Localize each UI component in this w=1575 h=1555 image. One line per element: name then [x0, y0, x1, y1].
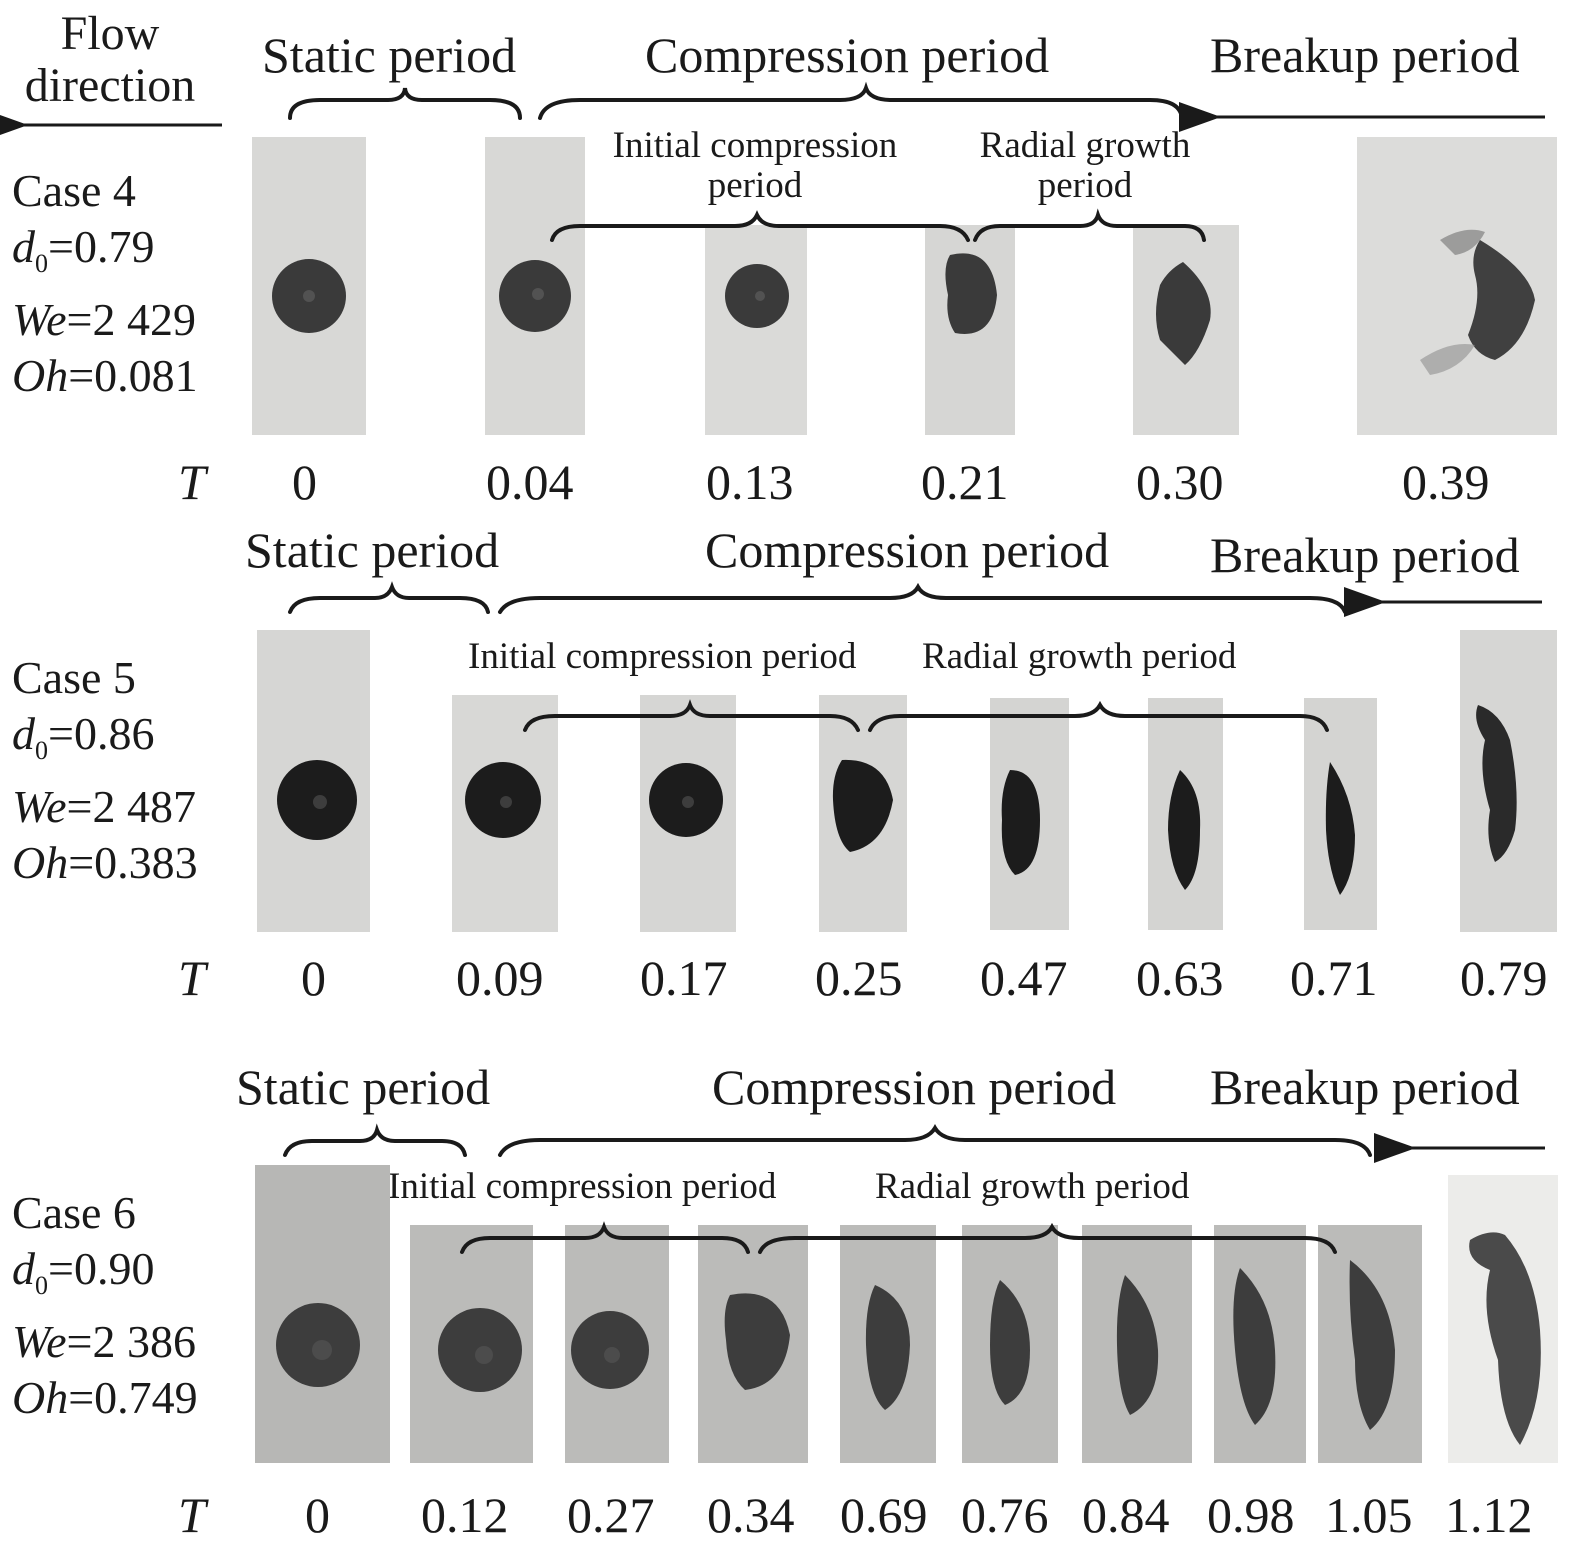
case-4-t-symbol: T: [178, 454, 206, 510]
case-5-t-symbol: T: [178, 950, 206, 1006]
case-4-droplet-fragment: [1420, 344, 1475, 375]
case-6-compression-brace: [498, 1124, 1372, 1157]
case-4-name: Case 4: [12, 165, 136, 216]
case-4-t-value: 0.30: [1136, 454, 1224, 510]
case-4-static-brace: [288, 87, 522, 120]
case-4-compression-brace: [538, 81, 1184, 120]
case-6-static-brace: [283, 1123, 467, 1157]
case-6-droplet: [724, 1293, 790, 1390]
case-5-radial-growth-label: Radial growth period: [922, 636, 1237, 677]
case-6-droplet: [1469, 1232, 1541, 1445]
case-5-droplet: [1476, 705, 1517, 862]
case-4-droplet: [945, 253, 997, 334]
case-4-droplet-fragment: [1440, 229, 1485, 255]
case-5-t-value: 0: [301, 950, 326, 1006]
case-4-we: We=2 429: [12, 294, 196, 346]
case-6-oh: Oh=0.749: [12, 1372, 198, 1424]
case-5-droplet-highlight: [313, 795, 327, 809]
case-4-t-value: 0.21: [921, 454, 1009, 510]
flow-direction-line2: direction: [24, 59, 196, 112]
case-6-initial-brace: [460, 1221, 750, 1254]
case-6-compression-period-label: Compression period: [712, 1059, 1117, 1115]
case-6-t-value: 0.98: [1207, 1487, 1295, 1543]
case-4-t-value: 0: [292, 454, 317, 510]
case-6-t-value: 0.69: [840, 1487, 928, 1543]
case-5-static-brace: [288, 581, 490, 614]
case-5-t-value: 0.25: [815, 950, 903, 1006]
case-4-static-period-label: Static period: [262, 27, 517, 83]
case-4-t-value: 0.39: [1402, 454, 1490, 510]
case-6-droplet-highlight: [475, 1346, 493, 1364]
case-5-t-value: 0.79: [1460, 950, 1548, 1006]
case-5-we: We=2 487: [12, 781, 196, 833]
case-5-droplet: [1168, 770, 1201, 890]
case-6-t-value: 0.12: [421, 1487, 509, 1543]
case-4-initial-brace: [550, 210, 970, 242]
case-6-static-period-label: Static period: [236, 1059, 491, 1115]
case-5-d0: d0=0.86: [12, 708, 155, 766]
case-6-initial-compression-label: Initial compression period: [388, 1166, 777, 1207]
case-6-t-symbol: T: [178, 1487, 206, 1543]
case-6-droplet: [1349, 1260, 1395, 1430]
case-5-t-value: 0.63: [1136, 950, 1224, 1006]
case-6-t-value: 0.76: [961, 1487, 1049, 1543]
case-4-droplet-highlight: [303, 290, 315, 302]
case-4-droplet-highlight: [532, 288, 544, 300]
case-5-initial-compression-label: Initial compression period: [468, 636, 857, 677]
case-5-droplet: [1001, 770, 1040, 875]
case-6-t-value: 0.34: [707, 1487, 795, 1543]
case-5-droplet: [1325, 762, 1355, 895]
case-5-radial-brace: [868, 700, 1329, 732]
case-4-d0: d0=0.79: [12, 221, 155, 279]
case-6-t-value: 1.12: [1445, 1487, 1533, 1543]
case-5-compression-period-label: Compression period: [705, 522, 1110, 578]
case-6-droplet: [1116, 1275, 1159, 1415]
case-6-t-value: 1.05: [1325, 1487, 1413, 1543]
case-5-compression-brace: [498, 582, 1347, 614]
flow-direction-line1: Flow: [60, 7, 160, 60]
case-6-name: Case 6: [12, 1187, 136, 1238]
case-6-t-value: 0: [305, 1487, 330, 1543]
case-4-parameters: Case 4 d0=0.79 We=2 429 Oh=0.081: [12, 163, 198, 404]
case-4-t-value: 0.04: [486, 454, 574, 510]
case-6-t-value: 0.27: [567, 1487, 655, 1543]
case-5-initial-brace: [523, 699, 860, 732]
case-5-breakup-period-label: Breakup period: [1210, 527, 1520, 583]
case-6-we: We=2 386: [12, 1316, 196, 1368]
case-4-oh: Oh=0.081: [12, 350, 198, 402]
case-5-oh: Oh=0.383: [12, 837, 198, 889]
case-5-t-value: 0.47: [980, 950, 1068, 1006]
case-6-radial-growth-label: Radial growth period: [875, 1166, 1190, 1207]
flow-direction-label: Flow direction: [10, 8, 210, 112]
case-6-parameters: Case 6 d0=0.90 We=2 386 Oh=0.749: [12, 1185, 198, 1426]
case-6-breakup-period-label: Breakup period: [1210, 1059, 1520, 1115]
case-4-breakup-period-label: Breakup period: [1210, 27, 1520, 83]
case-5-droplet-highlight: [500, 796, 512, 808]
case-6-radial-brace: [758, 1222, 1337, 1254]
case-6-droplet: [990, 1280, 1030, 1405]
case-6-droplet-highlight: [312, 1340, 332, 1360]
case-5-droplet-highlight: [682, 796, 694, 808]
case-5-static-period-label: Static period: [245, 522, 500, 578]
case-4-droplet-highlight: [755, 291, 765, 301]
case-6-d0: d0=0.90: [12, 1243, 155, 1301]
case-5-t-value: 0.09: [456, 950, 544, 1006]
case-5-droplet: [832, 759, 893, 852]
case-6-droplet: [865, 1285, 910, 1410]
case-4-frame-3: [705, 225, 807, 435]
case-4-droplet: [1468, 240, 1535, 360]
case-5-parameters: Case 5 d0=0.86 We=2 487 Oh=0.383: [12, 650, 198, 891]
case-6-droplet-highlight: [604, 1347, 620, 1363]
case-4-radial-brace: [973, 208, 1206, 242]
case-5-t-value: 0.71: [1290, 950, 1378, 1006]
case-6-t-value: 0.84: [1082, 1487, 1170, 1543]
case-4-droplet: [1156, 262, 1211, 365]
case-4-compression-period-label: Compression period: [645, 27, 1050, 83]
case-6-droplet: [1233, 1268, 1276, 1425]
case-5-t-value: 0.17: [640, 950, 728, 1006]
case-5-name: Case 5: [12, 652, 136, 703]
case-4-t-value: 0.13: [706, 454, 794, 510]
